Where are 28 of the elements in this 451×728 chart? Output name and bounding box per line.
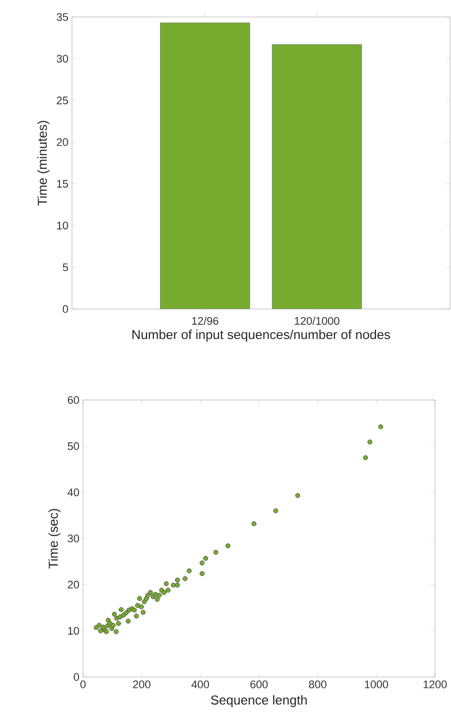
x-axis-title: Sequence length [210, 695, 307, 708]
x-axis-title: Number of input sequences/number of nodes [132, 330, 390, 342]
y-tick-label: 0 [74, 673, 80, 681]
y-tick-label: 20 [68, 580, 80, 589]
y-tick-label: 30 [56, 54, 68, 63]
x-tick-label: 200 [133, 680, 150, 688]
y-tick-label: 10 [68, 626, 80, 635]
y-axis-title: Time (minutes) [37, 120, 50, 206]
y-tick-label: 50 [68, 442, 80, 450]
y-tick-label: 30 [68, 534, 80, 542]
y-tick-label: 0 [62, 305, 68, 313]
x-tick-label: 400 [191, 680, 210, 688]
y-tick-label: 35 [56, 13, 68, 21]
x-tick-label: 1200 [424, 680, 447, 688]
y-tick-label: 15 [57, 180, 68, 188]
y-tick-label: 60 [68, 396, 80, 404]
y-axis-title: Time (sec) [48, 508, 60, 569]
y-tick-label: 20 [56, 138, 68, 146]
x-tick-label: 800 [308, 680, 326, 688]
y-tick-label: 25 [56, 96, 68, 104]
y-tick-label: 40 [68, 488, 80, 496]
y-tick-label: 10 [57, 222, 68, 230]
y-tick-label: 5 [62, 263, 68, 272]
x-tick-label: 1000 [364, 680, 388, 688]
x-tick-label: 12/96 [192, 316, 218, 325]
x-tick-label: 120/1000 [294, 316, 340, 325]
x-tick-label: 0 [80, 680, 86, 688]
x-tick-label: 600 [250, 680, 268, 688]
